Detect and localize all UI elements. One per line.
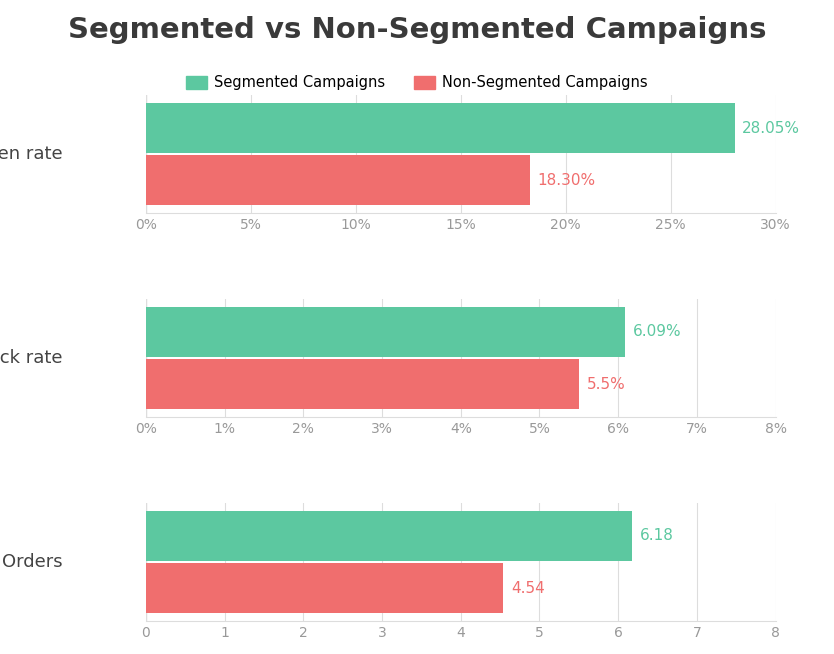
Y-axis label: Orders: Orders [2, 553, 63, 571]
Bar [146, 511, 632, 561]
Bar [146, 563, 503, 613]
Bar [146, 103, 735, 153]
Text: 6.09%: 6.09% [633, 324, 681, 339]
Bar [146, 307, 626, 357]
Bar [146, 155, 530, 205]
Text: 4.54: 4.54 [511, 581, 545, 596]
Text: 28.05%: 28.05% [742, 120, 801, 135]
Text: Segmented vs Non-Segmented Campaigns: Segmented vs Non-Segmented Campaigns [68, 16, 766, 44]
Text: 18.30%: 18.30% [538, 173, 595, 188]
Y-axis label: Open rate: Open rate [0, 145, 63, 163]
Text: 6.18: 6.18 [640, 528, 674, 543]
Text: 5.5%: 5.5% [586, 377, 626, 392]
Bar [146, 359, 579, 409]
Y-axis label: Click rate: Click rate [0, 349, 63, 367]
Legend: Segmented Campaigns, Non-Segmented Campaigns: Segmented Campaigns, Non-Segmented Campa… [180, 69, 654, 96]
